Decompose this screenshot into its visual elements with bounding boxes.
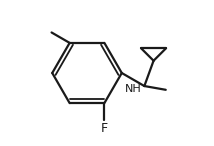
Text: F: F	[101, 122, 108, 135]
Text: NH: NH	[125, 84, 141, 94]
